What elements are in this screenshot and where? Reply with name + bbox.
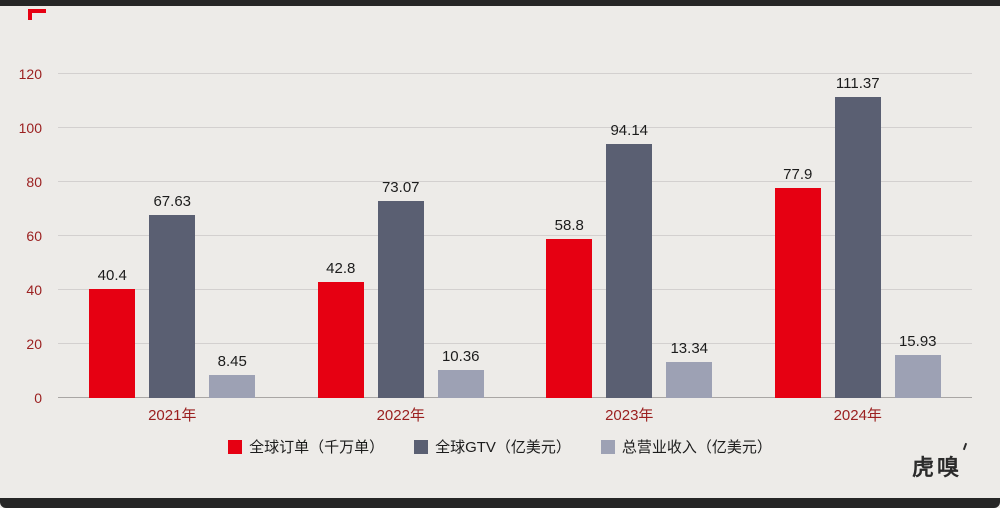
bar <box>437 370 484 398</box>
bar-group: 58.8 94.14 13.34 <box>515 74 744 398</box>
bar <box>209 375 256 398</box>
top-border-strip <box>0 0 1000 6</box>
bar-with-label: 111.37 <box>834 75 881 398</box>
legend-swatch-icon <box>228 439 243 454</box>
legend-swatch-icon <box>414 439 429 454</box>
bar <box>894 355 941 398</box>
bar-value-label: 94.14 <box>610 121 649 139</box>
gridline <box>58 397 972 398</box>
bar-value-label: 42.8 <box>326 260 356 278</box>
legend-item: 全球GTV（亿美元） <box>414 436 571 457</box>
bar-value-label: 111.37 <box>835 75 880 93</box>
bar-with-label: 40.4 <box>89 266 136 398</box>
bar-with-label: 77.9 <box>774 165 821 398</box>
y-tick-label: 0 <box>34 390 42 406</box>
bar <box>606 143 653 398</box>
bar <box>834 97 881 398</box>
bar-with-label: 13.34 <box>666 339 713 398</box>
bar-with-label: 8.45 <box>209 353 256 398</box>
y-tick-label: 120 <box>18 66 42 82</box>
huxiu-logo: 虎嗅 <box>911 442 968 482</box>
x-axis: 2021年 2022年 2023年 2024年 <box>58 404 972 425</box>
bar-value-label: 67.63 <box>153 193 192 211</box>
legend-label: 全球GTV（亿美元） <box>435 439 571 456</box>
legend-item: 全球订单（千万单） <box>228 436 384 457</box>
legend: 全球订单（千万单） 全球GTV（亿美元） 总营业收入（亿美元） <box>0 436 1000 457</box>
gridline <box>58 289 972 290</box>
bar-value-label: 73.07 <box>381 178 420 196</box>
bottom-border-strip <box>0 498 1000 508</box>
bar <box>377 200 424 398</box>
bar-value-label: 10.36 <box>441 348 480 366</box>
bar-with-label: 10.36 <box>437 348 484 398</box>
gridline <box>58 127 972 128</box>
bar-groups: 40.4 67.63 8.45 42.8 73.07 10.36 58.8 94.14 13.3… <box>58 74 972 398</box>
bar-value-label: 77.9 <box>783 165 813 183</box>
bar <box>546 239 593 398</box>
bar-value-label: 8.45 <box>217 353 247 371</box>
x-tick-label: 2022年 <box>376 407 425 424</box>
bar-with-label: 15.93 <box>894 333 941 398</box>
x-tick-label: 2024年 <box>833 407 882 424</box>
bar-group: 40.4 67.63 8.45 <box>58 74 287 398</box>
bar <box>666 361 713 398</box>
y-tick-label: 80 <box>26 174 42 190</box>
bar-value-label: 58.8 <box>554 217 584 235</box>
y-tick-label: 40 <box>26 282 42 298</box>
y-tick-label: 100 <box>18 120 42 136</box>
bar-with-label: 42.8 <box>317 260 364 398</box>
bar <box>774 187 821 398</box>
y-tick-label: 60 <box>26 228 42 244</box>
legend-label: 总营业收入（亿美元） <box>621 439 772 456</box>
legend-label: 全球订单（千万单） <box>249 439 385 456</box>
bar <box>149 215 196 398</box>
bar-with-label: 67.63 <box>149 193 196 398</box>
bar-group: 42.8 73.07 10.36 <box>287 74 516 398</box>
legend-item: 总营业收入（亿美元） <box>600 436 772 457</box>
bar-with-label: 58.8 <box>546 217 593 398</box>
bar-value-label: 40.4 <box>97 266 127 284</box>
gridline <box>58 235 972 236</box>
gridline <box>58 343 972 344</box>
x-tick-label: 2021年 <box>148 407 197 424</box>
red-corner-mark <box>28 9 46 20</box>
gridline <box>58 73 972 74</box>
bar-value-label: 15.93 <box>898 333 937 350</box>
bar-with-label: 94.14 <box>606 121 653 398</box>
legend-swatch-icon <box>600 439 615 454</box>
y-axis: 0 20 40 60 80 100 120 <box>6 66 50 406</box>
bar-group: 77.9 111.37 15.93 <box>744 74 973 398</box>
x-tick-label: 2023年 <box>605 407 654 424</box>
bar <box>89 288 136 398</box>
bar-with-label: 73.07 <box>377 178 424 398</box>
plot-area: 40.4 67.63 8.45 42.8 73.07 10.36 58.8 94.14 13.3… <box>58 73 972 398</box>
y-tick-label: 20 <box>26 336 42 352</box>
gridline <box>58 181 972 182</box>
huxiu-logo-text: 虎嗅 <box>911 455 962 480</box>
bar <box>317 282 364 398</box>
bar-value-label: 13.34 <box>670 339 709 357</box>
